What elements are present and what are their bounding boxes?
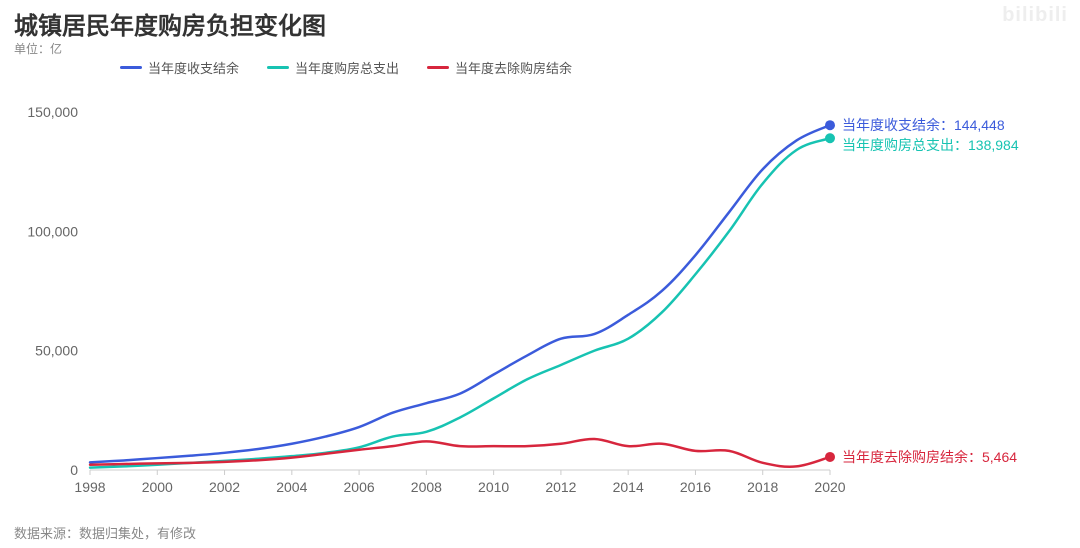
chart-legend: 当年度收支结余 当年度购房总支出 当年度去除购房结余 bbox=[120, 58, 572, 77]
source-label: 数据来源：数据归集处，有修改 bbox=[14, 523, 196, 542]
legend-swatch bbox=[267, 66, 289, 69]
legend-item-balance: 当年度收支结余 bbox=[120, 58, 239, 77]
series-end-marker-net_after_housing bbox=[825, 452, 835, 462]
series-end-label-net_after_housing: 当年度去除购房结余：5,464 bbox=[842, 449, 1017, 465]
x-tick-label: 2002 bbox=[209, 479, 240, 495]
series-line-balance bbox=[90, 125, 830, 462]
x-tick-label: 1998 bbox=[74, 479, 105, 495]
series-end-label-housing_expense: 当年度购房总支出：138,984 bbox=[842, 137, 1019, 153]
watermark: bilibili bbox=[1002, 4, 1068, 27]
y-tick-label: 0 bbox=[70, 462, 78, 478]
series-end-marker-housing_expense bbox=[825, 133, 835, 143]
legend-swatch bbox=[120, 66, 142, 69]
y-tick-label: 150,000 bbox=[27, 104, 78, 120]
y-tick-label: 50,000 bbox=[35, 343, 78, 359]
series-end-marker-balance bbox=[825, 120, 835, 130]
x-tick-label: 2012 bbox=[545, 479, 576, 495]
legend-label: 当年度去除购房结余 bbox=[455, 58, 572, 77]
legend-swatch bbox=[427, 66, 449, 69]
series-line-net_after_housing bbox=[90, 439, 830, 467]
series-end-label-balance: 当年度收支结余：144,448 bbox=[842, 117, 1005, 133]
x-tick-label: 2016 bbox=[680, 479, 711, 495]
legend-label: 当年度收支结余 bbox=[148, 58, 239, 77]
x-tick-label: 2020 bbox=[814, 479, 845, 495]
page-title: 城镇居民年度购房负担变化图 bbox=[14, 6, 326, 41]
x-tick-label: 2006 bbox=[344, 479, 375, 495]
legend-label: 当年度购房总支出 bbox=[295, 58, 399, 77]
x-tick-label: 2004 bbox=[276, 479, 307, 495]
series-line-housing_expense bbox=[90, 138, 830, 467]
x-tick-label: 2014 bbox=[613, 479, 644, 495]
legend-item-housing_expense: 当年度购房总支出 bbox=[267, 58, 399, 77]
line-chart: 0 50,000 100,000 150,000 1998 2000 2002 2004 200… bbox=[20, 80, 1060, 510]
x-tick-label: 2010 bbox=[478, 479, 509, 495]
x-tick-label: 2008 bbox=[411, 479, 442, 495]
y-tick-label: 100,000 bbox=[27, 223, 78, 239]
unit-label: 单位：亿 bbox=[14, 40, 62, 57]
x-tick-label: 2018 bbox=[747, 479, 778, 495]
x-tick-label: 2000 bbox=[142, 479, 173, 495]
legend-item-net_after_housing: 当年度去除购房结余 bbox=[427, 58, 572, 77]
